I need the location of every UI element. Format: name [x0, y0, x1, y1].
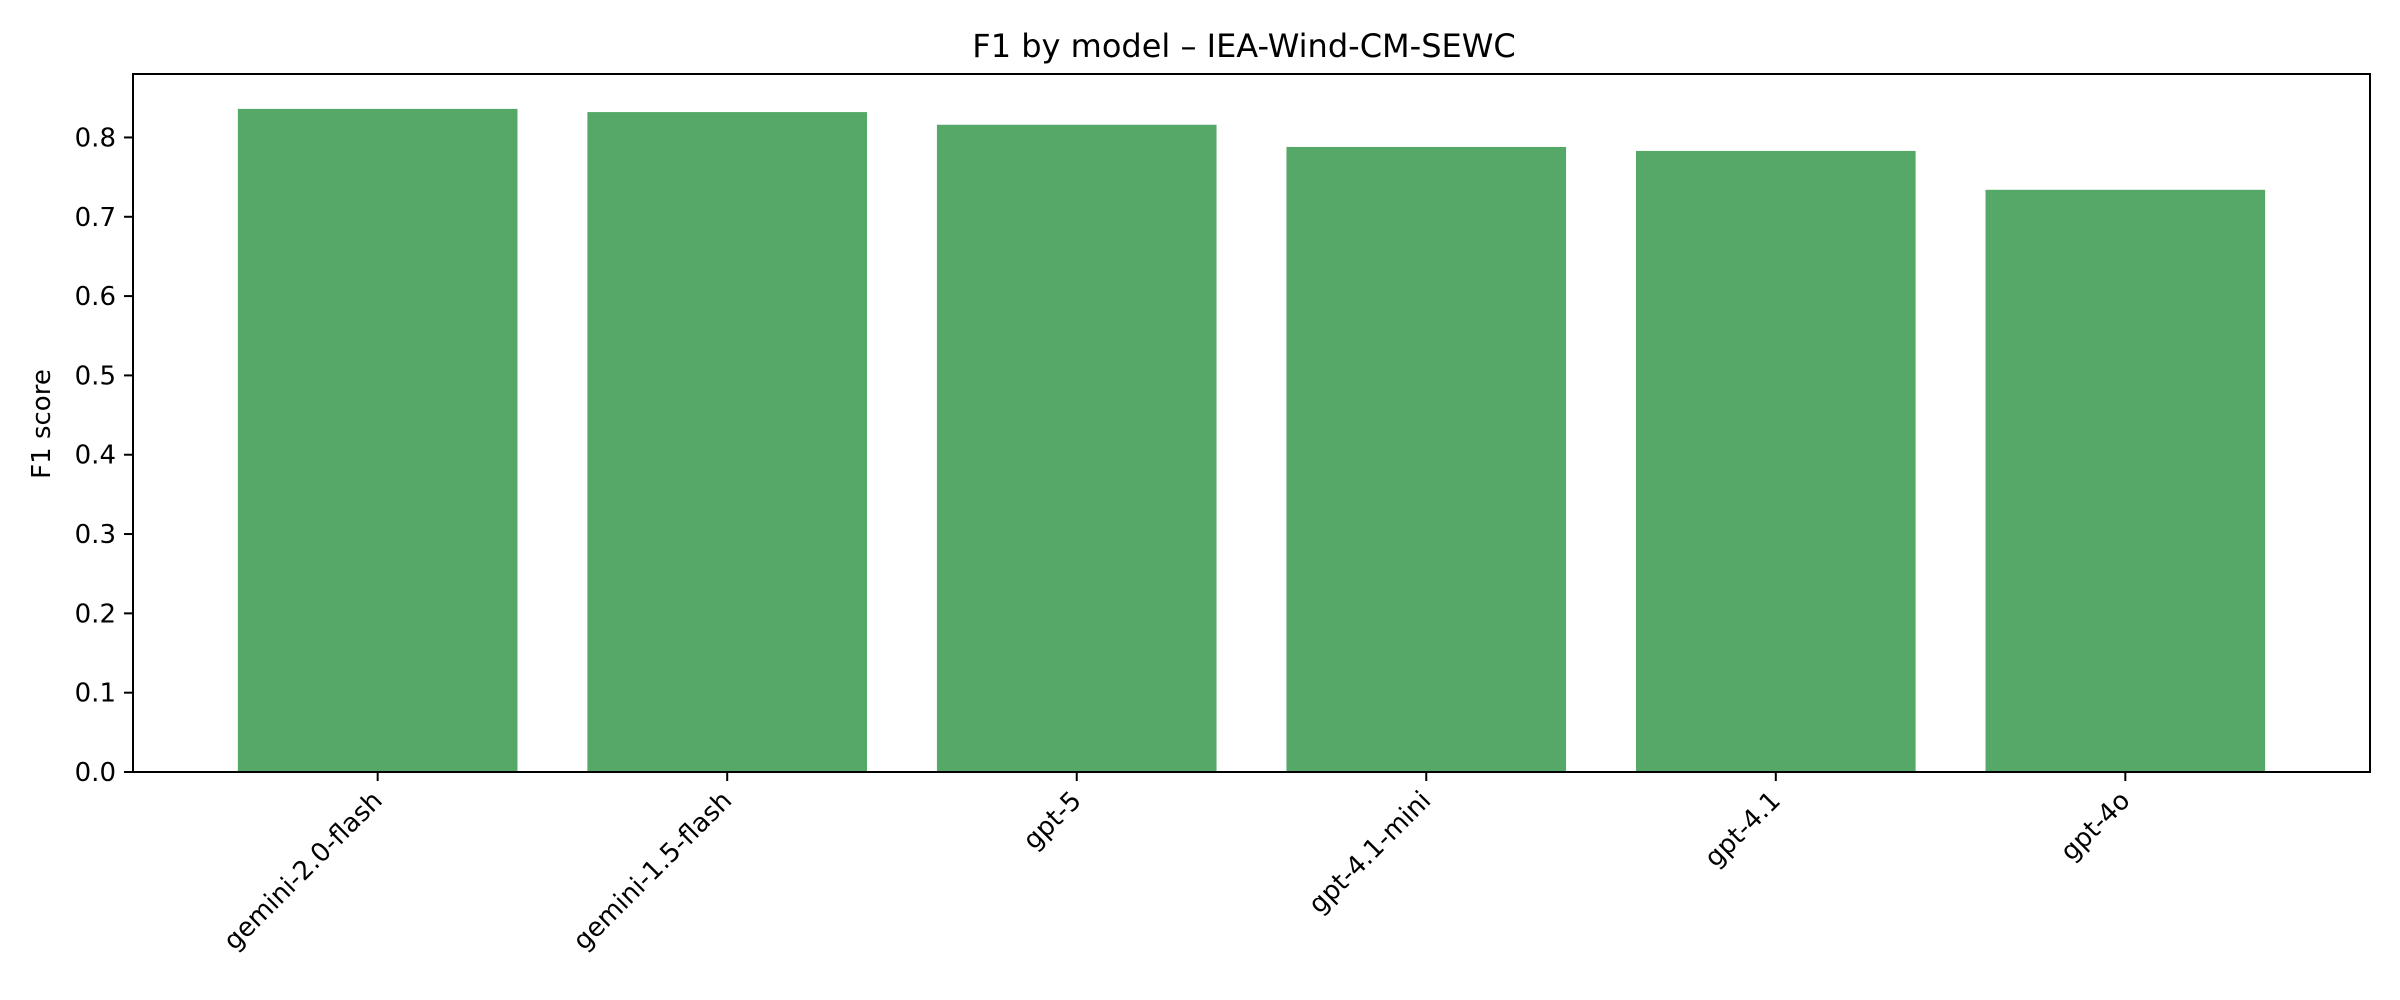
x-tick-label: gpt-4o	[2055, 786, 2136, 867]
y-tick-label: 0.7	[75, 203, 116, 233]
y-tick-label: 0.4	[75, 441, 116, 471]
bar-gpt-4.1	[1635, 150, 1916, 773]
bars-group	[237, 108, 2266, 773]
y-axis-label: F1 score	[27, 369, 57, 479]
y-tick-label: 0.3	[75, 520, 116, 550]
y-axis-ticks: 0.0 0.1 0.2 0.3 0.4 0.5 0.6 0.7 0.8	[75, 123, 133, 788]
x-tick-label: gemini-1.5-flash	[568, 786, 739, 957]
y-tick-label: 0.1	[75, 679, 116, 709]
y-tick-label: 0.2	[75, 599, 116, 629]
x-tick-label: gpt-5	[1018, 786, 1088, 856]
x-tick-label: gemini-2.0-flash	[218, 786, 389, 957]
bar-gemini-1.5-flash	[587, 112, 868, 772]
x-tick-label: gpt-4.1-mini	[1303, 786, 1437, 920]
y-tick-label: 0.5	[75, 361, 116, 391]
y-tick-label: 0.6	[75, 282, 116, 312]
bar-gemini-2.0-flash	[237, 108, 518, 772]
x-tick-label: gpt-4.1	[1699, 786, 1787, 874]
x-axis-ticks: gemini-2.0-flash gemini-1.5-flash gpt-5 gpt…	[218, 772, 2136, 956]
bar-gpt-4.1-mini	[1286, 146, 1567, 773]
bar-gpt-4o	[1985, 189, 2266, 772]
y-tick-label: 0.0	[75, 758, 116, 788]
y-tick-label: 0.8	[75, 123, 116, 153]
chart-title: F1 by model – IEA-Wind-CM-SEWC	[972, 27, 1515, 65]
plot-frame	[132, 73, 2371, 773]
bar-gpt-5	[936, 124, 1217, 773]
